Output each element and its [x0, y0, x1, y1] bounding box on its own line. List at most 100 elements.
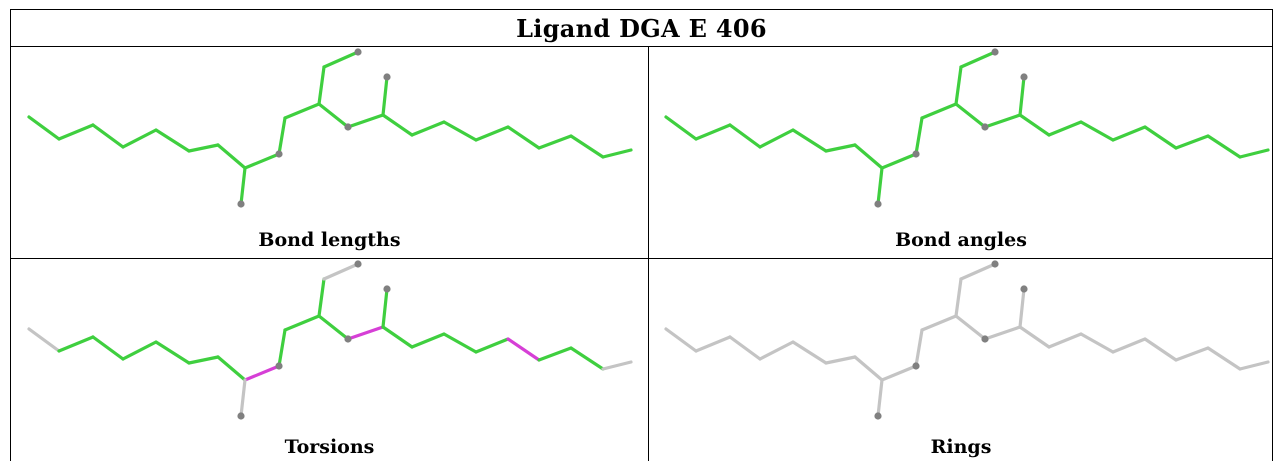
- atom-9: [912, 150, 920, 158]
- bond-4-5: [121, 128, 158, 149]
- bond-18-19: [1079, 120, 1115, 142]
- bond-1-2: [27, 115, 61, 141]
- bond-9-10: [277, 328, 287, 368]
- bond-21-22: [1174, 134, 1210, 150]
- bond-15-16: [381, 287, 389, 329]
- bond-9-10: [914, 328, 924, 368]
- bond-11-12: [954, 277, 963, 318]
- bond-17-18: [1047, 120, 1083, 137]
- bond-9-10: [914, 116, 924, 156]
- bond-8-25: [239, 378, 247, 418]
- bond-1-2: [27, 327, 61, 353]
- bond-6-7: [187, 143, 220, 153]
- bond-22-23: [569, 134, 605, 159]
- bond-2-3: [694, 335, 732, 353]
- bond-15-16: [381, 75, 389, 117]
- bond-15-17: [381, 325, 414, 349]
- atom-25: [237, 412, 245, 420]
- bond-20-21: [1143, 337, 1178, 362]
- bond-8-9: [243, 364, 281, 382]
- bond-21-22: [537, 346, 573, 362]
- bond-2-3: [694, 123, 732, 141]
- bond-7-8: [216, 143, 247, 170]
- bond-20-21: [506, 337, 541, 362]
- divider-middle: [10, 258, 1273, 259]
- bond-7-8: [853, 355, 884, 382]
- bond-5-6: [154, 128, 191, 153]
- bond-10-11: [920, 102, 958, 120]
- bond-8-25: [876, 166, 884, 206]
- bond-5-6: [154, 340, 191, 365]
- bond-6-7: [824, 143, 857, 153]
- bond-19-20: [1111, 125, 1147, 142]
- molecule-bond-lengths: [27, 48, 633, 208]
- caption-torsions: Torsions: [284, 436, 375, 458]
- bond-19-20: [1111, 337, 1147, 354]
- atom-14: [344, 123, 352, 131]
- atom-13: [991, 48, 999, 56]
- atom-13: [354, 48, 362, 56]
- bond-18-19: [1079, 332, 1115, 354]
- bond-11-12: [317, 277, 326, 318]
- atom-9: [912, 362, 920, 370]
- bond-22-23: [569, 346, 605, 371]
- bond-23-24: [601, 148, 633, 159]
- atom-16: [1020, 285, 1028, 293]
- atom-16: [1020, 73, 1028, 81]
- bond-3-4: [91, 335, 125, 361]
- bond-14-15: [346, 113, 385, 129]
- bond-21-22: [1174, 346, 1210, 362]
- bond-11-12: [317, 65, 326, 106]
- bond-19-20: [474, 337, 510, 354]
- bond-11-12: [954, 65, 963, 106]
- bond-11-14: [954, 102, 987, 129]
- caption-bond-lengths: Bond lengths: [258, 229, 401, 251]
- bond-17-18: [410, 120, 446, 137]
- bond-2-3: [57, 123, 95, 141]
- table-title: Ligand DGA E 406: [516, 13, 767, 43]
- atom-14: [981, 335, 989, 343]
- bond-9-10: [277, 116, 287, 156]
- atom-9: [275, 362, 283, 370]
- atom-13: [354, 260, 362, 268]
- bond-12-13: [322, 50, 360, 69]
- bond-11-14: [317, 314, 350, 341]
- bond-1-2: [664, 115, 698, 141]
- bond-15-17: [381, 113, 414, 137]
- atom-16: [383, 73, 391, 81]
- atom-16: [383, 285, 391, 293]
- bond-4-5: [758, 128, 795, 149]
- bond-18-19: [442, 120, 478, 142]
- divider-vertical: [648, 46, 649, 461]
- molecule-bond-angles: [664, 48, 1270, 208]
- bond-22-23: [1206, 346, 1242, 371]
- panel-torsions: Torsions: [11, 259, 648, 461]
- bond-5-6: [791, 340, 828, 365]
- bond-4-5: [758, 340, 795, 361]
- bond-15-16: [1018, 75, 1026, 117]
- atom-9: [275, 150, 283, 158]
- bond-10-11: [283, 102, 321, 120]
- bond-8-9: [880, 152, 918, 170]
- atom-25: [874, 412, 882, 420]
- bond-23-24: [601, 360, 633, 371]
- bond-11-14: [954, 314, 987, 341]
- bond-4-5: [121, 340, 158, 361]
- bond-10-11: [283, 314, 321, 332]
- bond-15-17: [1018, 325, 1051, 349]
- bond-20-21: [506, 125, 541, 150]
- bond-11-14: [317, 102, 350, 129]
- molecule-rings: [664, 260, 1270, 420]
- divider-title: [10, 46, 1273, 47]
- panel-rings: Rings: [649, 259, 1273, 461]
- bond-12-13: [959, 50, 997, 69]
- bond-8-25: [239, 166, 247, 206]
- bond-8-9: [243, 152, 281, 170]
- bond-1-2: [664, 327, 698, 353]
- bond-18-19: [442, 332, 478, 354]
- bond-2-3: [57, 335, 95, 353]
- atom-25: [874, 200, 882, 208]
- bond-3-4: [91, 123, 125, 149]
- bond-19-20: [474, 125, 510, 142]
- caption-bond-angles: Bond angles: [895, 229, 1027, 251]
